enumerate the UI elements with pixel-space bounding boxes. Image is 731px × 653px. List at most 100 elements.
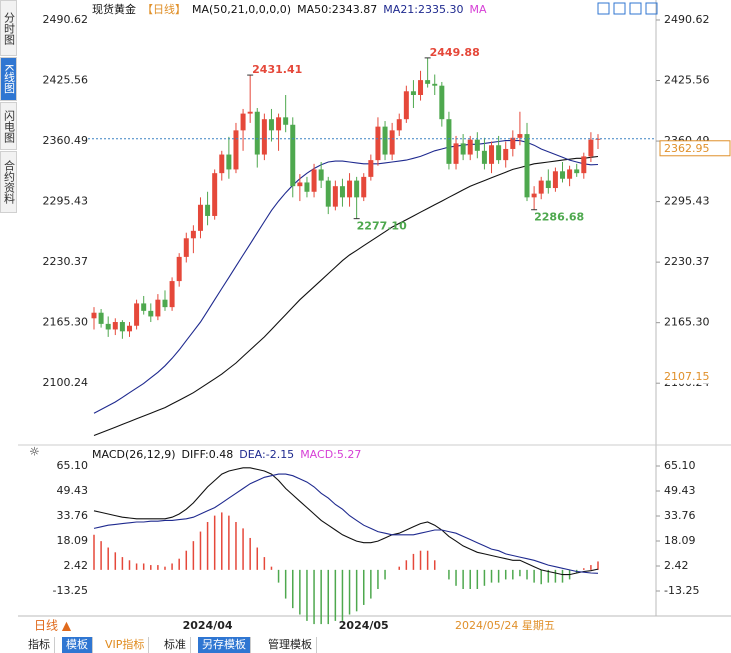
toolbar-item[interactable]: 管理模板: [264, 637, 317, 653]
x-tick-label: 2024/05: [339, 619, 389, 632]
y-tick-label: 33.76: [664, 509, 696, 522]
indicator-label[interactable]: MA(50,21,0,0,0,0): [192, 3, 291, 16]
macd-bar: [157, 565, 159, 570]
candle-body: [517, 134, 523, 138]
macd-bar: [327, 569, 330, 625]
candle-body: [240, 113, 246, 131]
macd-bar: [341, 569, 344, 621]
toolbar-item[interactable]: 模板: [62, 637, 93, 653]
y-tick-label: -13.25: [53, 584, 88, 597]
legend-item: DEA:-2.15: [239, 448, 294, 461]
candle-body: [226, 154, 232, 170]
tab[interactable]: 合约资料: [0, 151, 17, 213]
macd-bar: [433, 560, 436, 570]
macd-bar: [114, 552, 117, 570]
toolbar-item[interactable]: VIP指标: [101, 637, 150, 653]
macd-bar: [462, 569, 464, 589]
candle-body: [489, 145, 495, 164]
candle-body: [297, 182, 303, 187]
macd-bar: [519, 569, 521, 577]
candle-body: [112, 322, 118, 330]
y-tick-label: 2295.43: [664, 195, 710, 208]
value-label: 2286.68: [534, 211, 584, 224]
macd-bar: [362, 569, 365, 605]
candle-body: [368, 160, 374, 177]
macd-bar: [199, 531, 202, 570]
toolbar-item[interactable]: 另存模板: [198, 637, 251, 653]
candle-body: [183, 238, 189, 257]
candle-body: [474, 139, 480, 151]
macd-bar: [221, 512, 223, 570]
candle-body: [268, 119, 274, 131]
candle-body: [361, 176, 367, 198]
legend-item: DIFF:0.48: [182, 448, 234, 461]
y-tick-label: 2.42: [664, 559, 689, 572]
candle-body: [325, 180, 331, 207]
candle-body: [410, 91, 416, 95]
macd-bar: [469, 569, 471, 589]
macd-bar: [242, 528, 244, 570]
tab[interactable]: 分时图: [0, 0, 17, 56]
y-tick-label: 2230.37: [43, 255, 89, 268]
period-button[interactable]: 日线 ▲: [34, 619, 72, 633]
macd-bar: [334, 569, 337, 621]
candle-body: [496, 145, 502, 161]
candle-body: [432, 83, 438, 86]
macd-line: [93, 473, 599, 574]
y-tick-label: 2230.37: [664, 255, 710, 268]
candle-body: [212, 173, 218, 216]
y-tick-label: -13.25: [664, 584, 699, 597]
toolbar-item[interactable]: 标准: [160, 637, 191, 653]
macd-bar: [483, 569, 486, 586]
candle-body: [283, 117, 289, 125]
macd-bar: [412, 553, 415, 570]
candle-body: [98, 312, 104, 324]
candle-body: [510, 137, 516, 149]
icon[interactable]: [645, 2, 658, 15]
toolbar-item[interactable]: 指标: [24, 637, 55, 653]
macd-bar: [292, 569, 294, 609]
candle-body: [460, 143, 466, 155]
candle-body: [126, 325, 132, 332]
icon[interactable]: [597, 2, 610, 15]
macd-bar: [277, 569, 280, 583]
y-tick-label: 2165.30: [43, 316, 89, 329]
macd-bar: [526, 569, 528, 580]
period-bg: [30, 618, 100, 634]
tool-icons[interactable]: [597, 2, 658, 15]
price-box: [660, 368, 730, 384]
candle-body: [304, 182, 310, 192]
value-label: 2449.88: [430, 46, 480, 59]
candle-body: [233, 130, 239, 170]
icon[interactable]: [629, 2, 642, 15]
macd-bar: [419, 550, 422, 570]
macd-bar: [547, 569, 550, 583]
legend-item: MA50:2343.87: [297, 3, 377, 16]
macd-bar: [554, 569, 557, 583]
macd-bar: [150, 565, 152, 570]
macd-bar: [384, 569, 386, 580]
macd-bar: [590, 565, 592, 570]
candle-body: [538, 180, 544, 194]
macd-bar: [206, 521, 209, 570]
macd-bar: [497, 569, 500, 583]
candle-body: [134, 303, 140, 326]
chart-bg: [18, 0, 731, 636]
tab[interactable]: 闪电图: [0, 102, 17, 150]
tab[interactable]: K线图: [0, 57, 17, 101]
candle-body: [105, 323, 111, 330]
macd-bar: [142, 563, 145, 570]
macd-bar: [256, 547, 259, 570]
icon[interactable]: [613, 2, 626, 15]
macd-bar: [249, 537, 251, 570]
macd-bar: [185, 550, 188, 570]
y-tick-label: 18.09: [57, 534, 89, 547]
candle-body: [91, 312, 97, 319]
macd-bar: [426, 550, 429, 570]
macd-bar: [270, 566, 273, 570]
macd-bar: [263, 557, 266, 570]
macd-bar: [597, 561, 599, 570]
legend-item: MA: [470, 3, 487, 16]
icon[interactable]: ☼: [29, 445, 40, 459]
macd-bar: [476, 569, 479, 589]
